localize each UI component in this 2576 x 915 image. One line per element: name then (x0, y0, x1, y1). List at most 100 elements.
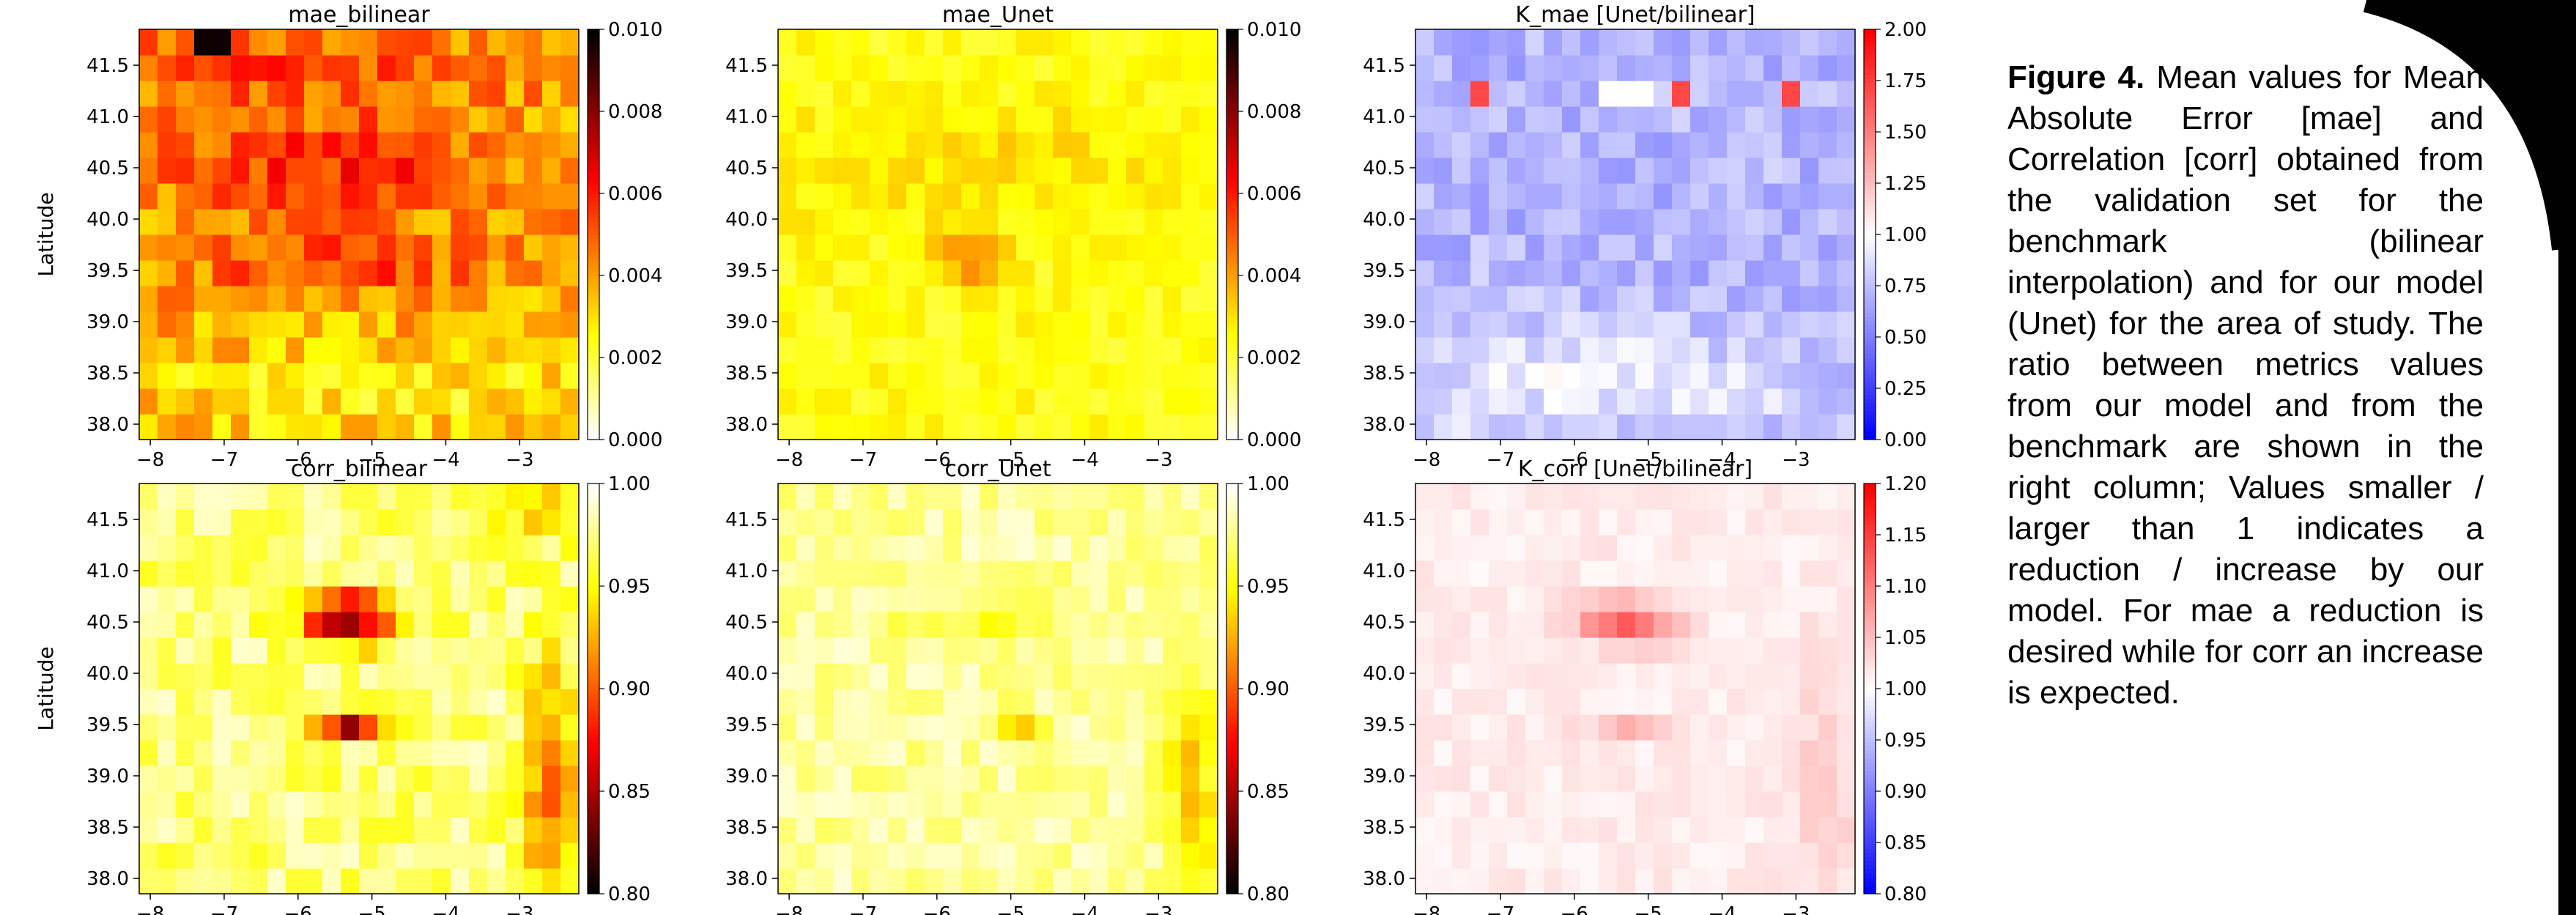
heatmap-cell (1434, 663, 1453, 689)
colorbar-step (1864, 156, 1876, 161)
heatmap-cell (1818, 868, 1837, 894)
heatmap-cell (231, 337, 250, 363)
colorbar-step (1864, 836, 1876, 841)
heatmap-cell (432, 509, 451, 536)
heatmap-cell (1434, 311, 1453, 338)
colorbar-step (588, 508, 599, 513)
heatmap-cell (1544, 663, 1563, 689)
heatmap-cell (304, 29, 323, 56)
x-tick-label: −3 (1144, 449, 1172, 471)
heatmap-cell (1035, 106, 1054, 133)
colorbar-step (1226, 181, 1238, 186)
heatmap-cell (322, 158, 341, 184)
colorbar-step (1226, 37, 1238, 42)
heatmap-cell (1800, 740, 1819, 766)
colorbar-step (1226, 349, 1238, 354)
heatmap-cell (998, 817, 1017, 843)
heatmap-cell (1089, 817, 1109, 843)
colorbar-step (1864, 771, 1876, 776)
colorbar-step (588, 717, 599, 722)
heatmap-cell (833, 714, 852, 741)
heatmap-cell (1035, 158, 1054, 184)
heatmap-cell (469, 689, 488, 715)
y-tick-label: 40.0 (725, 663, 768, 685)
heatmap-cell (833, 260, 852, 286)
colorbar-tick-label: 0.85 (1884, 832, 1927, 854)
heatmap-cell (870, 286, 889, 312)
heatmap-cell (231, 740, 250, 766)
heatmap-cell (139, 183, 158, 210)
heatmap-cell (1071, 766, 1090, 792)
heatmap-cell (451, 388, 470, 415)
colorbar-step (588, 164, 599, 169)
heatmap-cell (231, 766, 250, 792)
heatmap-cell (815, 414, 834, 440)
heatmap-cell (943, 637, 962, 664)
heatmap-cell (1089, 158, 1109, 184)
heatmap-cell (815, 689, 834, 715)
heatmap-cell (231, 484, 250, 510)
heatmap-cell (925, 714, 944, 741)
heatmap-cell (377, 586, 396, 612)
heatmap-cell (1489, 714, 1508, 741)
colorbar-step (1864, 304, 1876, 309)
heatmap-cell (1452, 612, 1471, 638)
heatmap-cell (1415, 158, 1435, 184)
heatmap-cell (267, 689, 286, 715)
heatmap-cell (322, 714, 341, 741)
heatmap-cell (1580, 158, 1599, 184)
heatmap-cell (906, 337, 925, 363)
heatmap-cell (542, 234, 561, 261)
colorbar-step (588, 366, 599, 371)
heatmap-cell (139, 260, 158, 286)
heatmap-cell (961, 363, 980, 389)
heatmap-cell (1727, 183, 1746, 210)
heatmap-cell (833, 560, 852, 587)
heatmap-cell (1163, 132, 1182, 158)
heatmap-cell (377, 363, 396, 389)
heatmap-cell (1071, 55, 1090, 81)
heatmap-cell (1800, 560, 1819, 587)
heatmap-cell (888, 817, 907, 843)
colorbar-step (588, 504, 599, 509)
heatmap-cell (1745, 55, 1764, 81)
heatmap-cell (870, 81, 889, 107)
heatmap-cell (1415, 637, 1435, 664)
heatmap-cell (304, 363, 323, 389)
heatmap-cell (1580, 311, 1599, 338)
heatmap-cell (1434, 740, 1453, 766)
colorbar-step (1226, 316, 1238, 322)
heatmap-cell (1745, 637, 1764, 664)
heatmap-cell (1181, 260, 1200, 286)
heatmap-cell (961, 106, 980, 133)
heatmap-cell (1745, 234, 1764, 261)
heatmap-cell (1690, 714, 1709, 741)
colorbar-step (1864, 308, 1876, 313)
heatmap-cell (1507, 234, 1526, 261)
heatmap-cell (1690, 663, 1709, 689)
heatmap-cell (212, 509, 232, 536)
colorbar-step (1864, 689, 1876, 694)
colorbar-step (1864, 635, 1876, 640)
heatmap-cell (1617, 663, 1636, 689)
heatmap-cell (1672, 81, 1691, 107)
heatmap-cell (1525, 612, 1544, 638)
heatmap-cell (1599, 388, 1618, 415)
heatmap-cell (231, 388, 250, 415)
x-tick-label: −6 (923, 903, 951, 915)
heatmap-cell (1181, 363, 1200, 389)
heatmap-cell (1452, 414, 1471, 440)
heatmap-cell (487, 260, 506, 286)
heatmap-cell (304, 637, 323, 664)
heatmap-cell (267, 586, 286, 612)
colorbar-step (1864, 541, 1876, 546)
colorbar-step (1864, 160, 1876, 166)
heatmap-cell (1544, 55, 1563, 81)
heatmap-cell (1126, 260, 1145, 286)
heatmap-cell (833, 337, 852, 363)
heatmap-cell (1727, 81, 1746, 107)
colorbar-step (1864, 197, 1876, 202)
colorbar-step (1864, 58, 1876, 63)
heatmap-cell (1544, 560, 1563, 587)
heatmap-cell (1727, 286, 1746, 312)
